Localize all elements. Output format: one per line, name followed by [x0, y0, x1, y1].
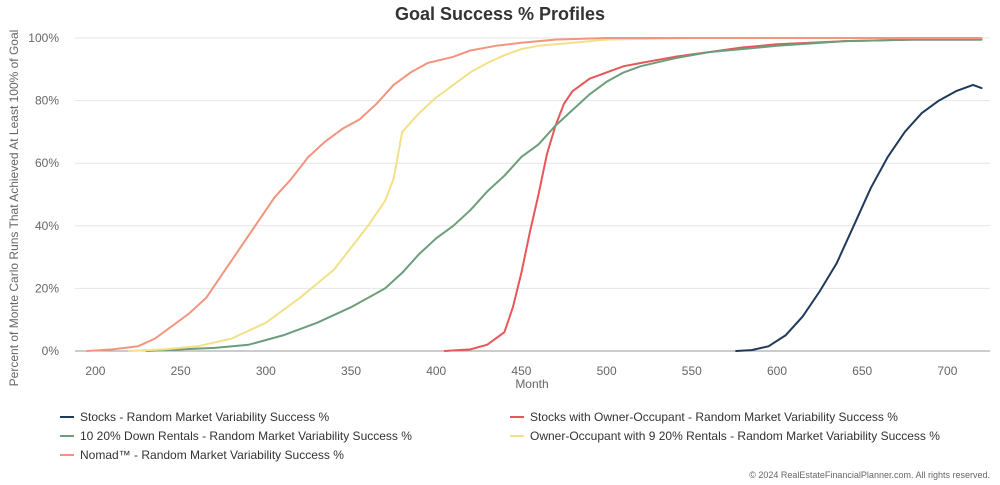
y-tick-label: 60% [35, 156, 59, 170]
y-axis-title: Percent of Monte Carlo Runs That Achieve… [7, 30, 21, 387]
legend-label: Stocks - Random Market Variability Succe… [80, 410, 330, 424]
legend-label: Nomad™ - Random Market Variability Succe… [80, 448, 344, 462]
series-line [145, 38, 983, 352]
legend-item: Nomad™ - Random Market Variability Succe… [60, 448, 344, 462]
x-tick-label: 700 [937, 364, 957, 378]
y-tick-label: 0% [42, 344, 60, 358]
legend-item: 10 20% Down Rentals - Random Market Vari… [60, 429, 412, 443]
legend-item: Stocks with Owner-Occupant - Random Mark… [510, 410, 898, 424]
y-tick-label: 100% [28, 31, 59, 45]
legend-label: Stocks with Owner-Occupant - Random Mark… [530, 410, 898, 424]
x-tick-label: 350 [341, 364, 361, 378]
y-tick-label: 20% [35, 281, 59, 295]
legend-item: Stocks - Random Market Variability Succe… [60, 410, 330, 424]
legend-label: 10 20% Down Rentals - Random Market Vari… [80, 429, 412, 443]
series-line [85, 37, 983, 352]
x-tick-label: 400 [426, 364, 446, 378]
x-axis-title: Month [515, 377, 548, 391]
chart-title: Goal Success % Profiles [394, 4, 606, 24]
x-tick-label: 550 [682, 364, 702, 378]
x-tick-label: 300 [256, 364, 276, 378]
series-line [735, 83, 983, 352]
x-tick-label: 500 [597, 364, 617, 378]
x-tick-label: 650 [852, 364, 872, 378]
legend-item: Owner-Occupant with 9 20% Rentals - Rand… [510, 429, 940, 443]
x-tick-label: 250 [171, 364, 191, 378]
y-tick-label: 80% [35, 94, 59, 108]
x-tick-label: 450 [511, 364, 531, 378]
y-tick-label: 40% [35, 219, 59, 233]
x-tick-label: 600 [767, 364, 787, 378]
series-line [443, 38, 983, 352]
series-line [128, 37, 983, 352]
x-tick-label: 200 [85, 364, 105, 378]
legend-label: Owner-Occupant with 9 20% Rentals - Rand… [530, 429, 940, 443]
copyright-text: © 2024 RealEstateFinancialPlanner.com. A… [749, 470, 990, 480]
